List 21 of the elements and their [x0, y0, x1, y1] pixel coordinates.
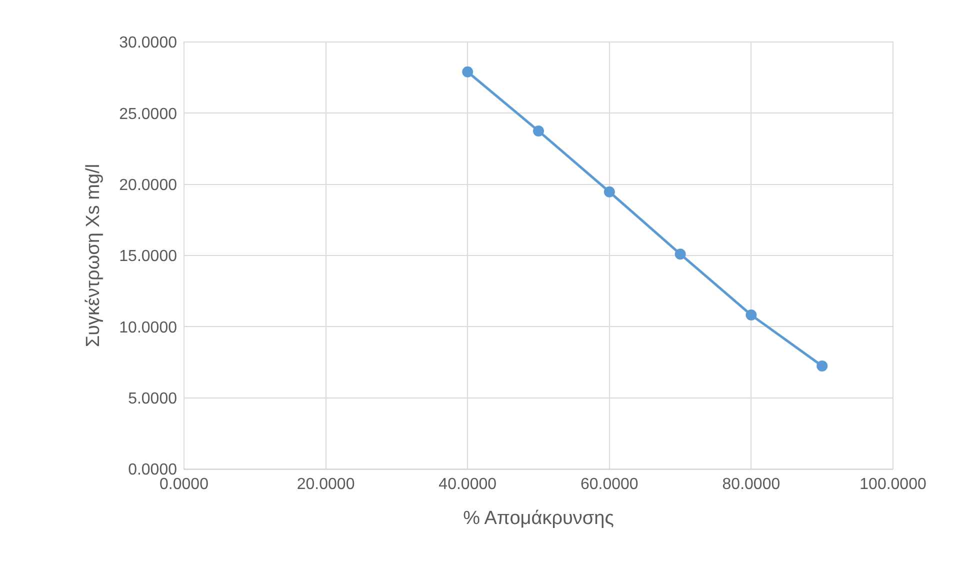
x-tick-label: 20.0000	[296, 476, 355, 494]
y-axis-title: Συγκέντρωση Xs mg/l	[83, 164, 104, 348]
y-tick-label: 30.0000	[119, 34, 178, 52]
x-tick-label: 40.0000	[438, 476, 497, 494]
y-tick-label: 20.0000	[119, 176, 178, 194]
y-tick-label: 10.0000	[119, 319, 178, 336]
x-tick-label: 80.0000	[722, 476, 780, 494]
point	[746, 310, 757, 320]
point	[674, 248, 686, 260]
x-axis-title: % Απομάκρυνσης	[463, 508, 614, 529]
y-tick-label: 0.0000	[128, 462, 178, 479]
point	[816, 360, 828, 372]
x-tick-label: 100.0000	[860, 476, 926, 494]
y-tick-label: 25.0000	[119, 106, 178, 123]
point	[604, 186, 615, 198]
y-tick-label: 5.0000	[128, 390, 178, 408]
point	[462, 66, 474, 78]
point	[533, 125, 544, 136]
x-tick-label: 60.0000	[580, 476, 638, 494]
y-tick-label: 15.0000	[119, 248, 178, 266]
x-tick-label: 0.0000	[160, 476, 209, 494]
